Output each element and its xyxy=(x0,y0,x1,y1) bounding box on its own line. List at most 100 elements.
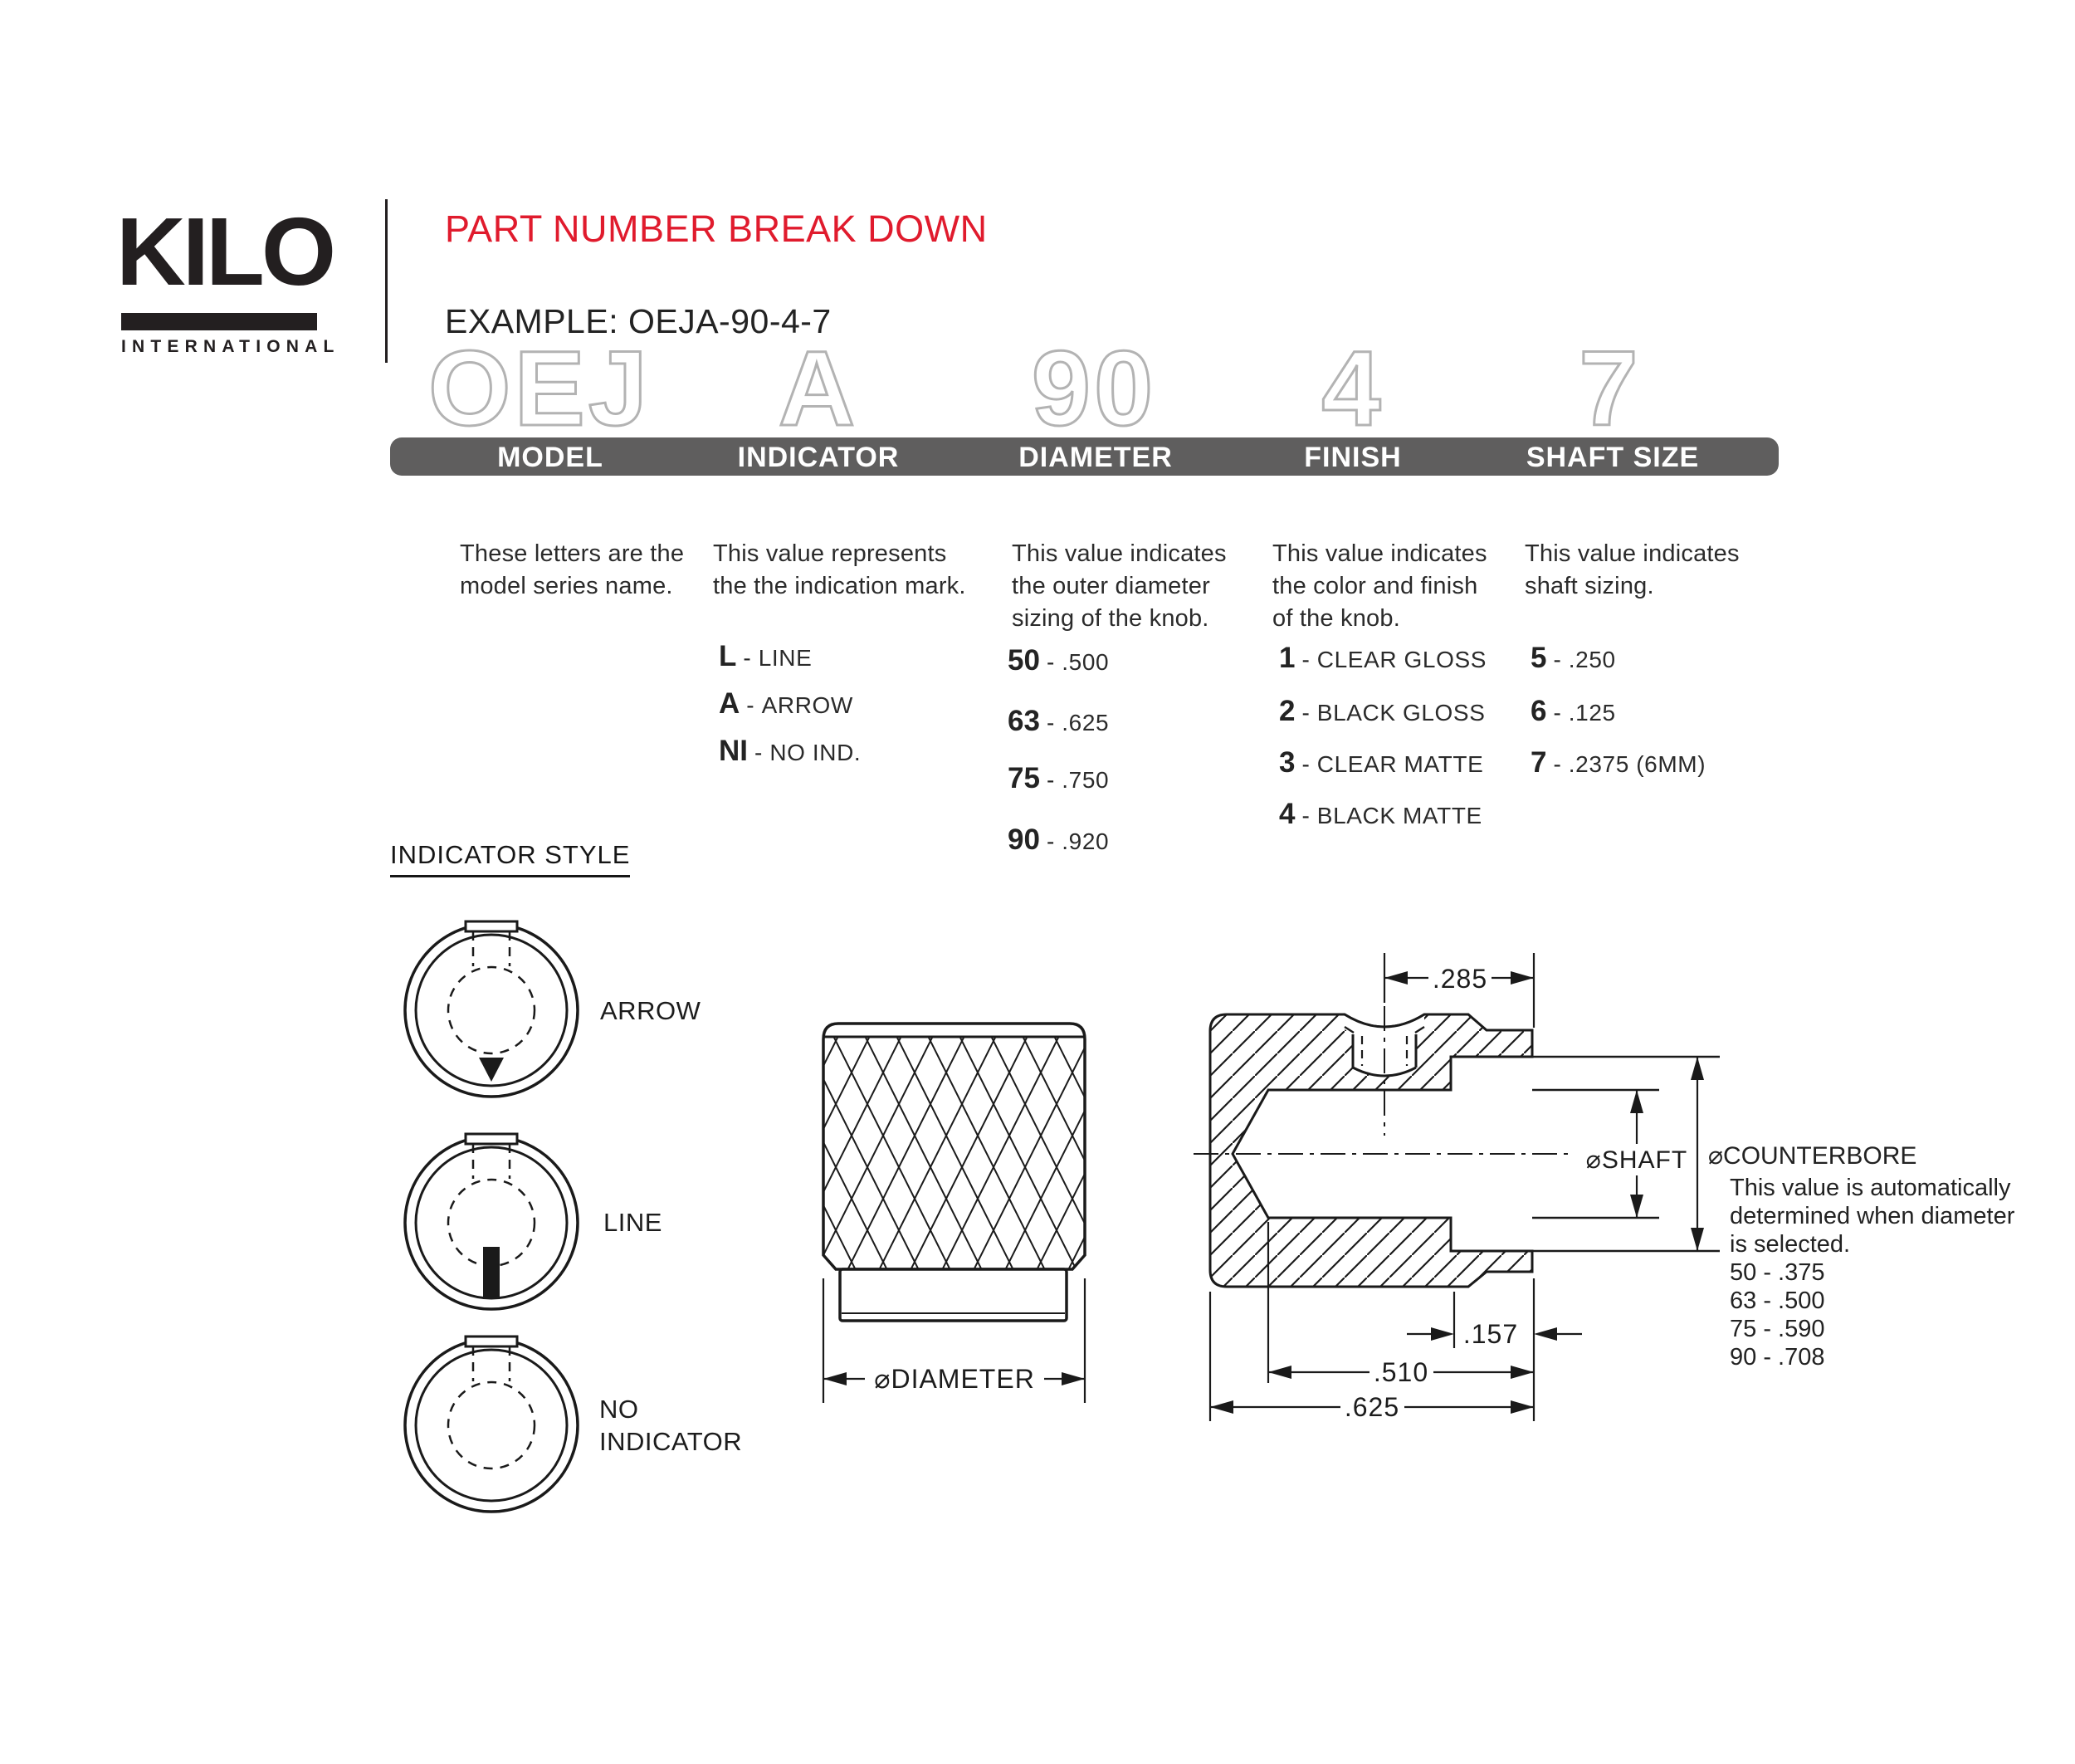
code-segment-model: OEJ xyxy=(428,330,651,448)
value-separator: - xyxy=(1553,700,1561,726)
logo-subtitle: INTERNATIONAL xyxy=(121,337,340,356)
shaft-dimension-label: ⌀SHAFT xyxy=(1586,1146,1687,1174)
dim-510: .510 xyxy=(1267,1222,1534,1387)
dim-arrowhead xyxy=(823,1372,847,1385)
value-separator: - xyxy=(1301,751,1310,777)
diameter-value-row: 63- .625 xyxy=(1008,705,1109,738)
knob-front-view-drawing: ⌀DIAMETER xyxy=(822,1022,1086,1403)
knob-drawing-no-indicator xyxy=(403,1335,579,1513)
code-segment-diameter: 90 xyxy=(1032,330,1156,448)
value-separator: - xyxy=(1301,803,1310,828)
value-separator: - xyxy=(1553,647,1561,672)
desc-line: This value represents xyxy=(713,540,947,567)
shaft-value-row: 6- .125 xyxy=(1531,695,1616,728)
diameter-value-row: 90- .920 xyxy=(1008,823,1109,857)
value-separator: - xyxy=(1046,649,1055,675)
kilo-logo: KILO xyxy=(116,198,336,305)
projection-lines xyxy=(1532,1055,1720,1253)
model-description: These letters are the model series name. xyxy=(460,538,684,603)
knob-skirt xyxy=(838,1268,1068,1322)
value-label: .2375 (6MM) xyxy=(1568,751,1706,777)
knob-style-label-no-indicator: NO INDICATOR xyxy=(599,1395,743,1456)
code-segment-shaft: 7 xyxy=(1579,330,1641,448)
shaft-value-row: 7- .2375 (6MM) xyxy=(1531,746,1706,779)
value-label: .500 xyxy=(1062,649,1110,675)
dim-285: .285 xyxy=(1383,953,1536,1028)
indicator-value-row: NI - NO IND. xyxy=(719,735,861,768)
value-key: 63 xyxy=(1008,705,1040,737)
value-key: NI xyxy=(719,735,748,767)
arrow-indicator-mark xyxy=(479,1058,504,1082)
desc-line: model series name. xyxy=(460,573,673,599)
column-label-finish: FINISH xyxy=(1304,442,1402,473)
value-label: ARROW xyxy=(761,692,853,718)
dim-510-label: .510 xyxy=(1374,1357,1428,1387)
dim-625: .625 xyxy=(1208,1292,1534,1422)
dim-counterbore xyxy=(1691,1057,1704,1251)
value-separator: - xyxy=(743,645,751,671)
finish-value-row: 1- CLEAR GLOSS xyxy=(1279,642,1487,675)
knob-style-label-arrow: ARROW xyxy=(600,996,701,1025)
counterbore-note-line: This value is automatically xyxy=(1730,1175,2011,1201)
counterbore-label: ⌀COUNTERBORE xyxy=(1708,1142,1917,1170)
knob-drawing-line xyxy=(403,1132,579,1311)
dim-285-label: .285 xyxy=(1433,964,1487,994)
diameter-value-row: 75- .750 xyxy=(1008,762,1109,795)
value-label: NO IND. xyxy=(769,740,862,765)
value-key: 1 xyxy=(1279,642,1296,674)
value-label: .250 xyxy=(1568,647,1616,672)
value-separator: - xyxy=(1301,700,1310,726)
counterbore-note: ⌀COUNTERBORE This value is automatically… xyxy=(1708,1142,2014,1371)
knurl-texture xyxy=(823,1037,1085,1269)
column-header-band xyxy=(390,437,1779,476)
value-label: BLACK MATTE xyxy=(1316,803,1482,828)
value-key: L xyxy=(719,640,737,672)
dim-157: .157 xyxy=(1407,1278,1582,1421)
shaft-value-row: 5- .250 xyxy=(1531,642,1616,675)
value-separator: - xyxy=(1046,828,1055,854)
value-key: 6 xyxy=(1531,695,1547,727)
knob-drawing-arrow xyxy=(403,920,579,1098)
value-separator: - xyxy=(746,692,754,718)
value-label: LINE xyxy=(758,645,813,671)
header-divider xyxy=(385,199,388,363)
knob-section-view-drawing: .285 ⌀SHAFT .157 xyxy=(1194,953,1720,1422)
counterbore-note-line: is selected. xyxy=(1730,1231,1851,1258)
desc-line: sizing of the knob. xyxy=(1012,605,1209,632)
center-lines xyxy=(1194,1006,1569,1155)
counterbore-value: 90 - .708 xyxy=(1730,1344,1825,1371)
logo-underline-bar xyxy=(121,313,317,330)
value-key: A xyxy=(719,687,740,720)
diameter-dimension-label: ⌀DIAMETER xyxy=(874,1364,1035,1394)
desc-line: the color and finish xyxy=(1272,573,1478,599)
diameter-value-row: 50- .500 xyxy=(1008,644,1109,677)
desc-line: This value indicates xyxy=(1012,540,1227,567)
finish-value-row: 2- BLACK GLOSS xyxy=(1279,695,1485,728)
counterbore-value: 50 - .375 xyxy=(1730,1259,1825,1286)
value-separator: - xyxy=(1046,710,1055,735)
dim-625-label: .625 xyxy=(1345,1392,1399,1422)
desc-line: This value indicates xyxy=(1272,540,1487,567)
value-key: 3 xyxy=(1279,746,1296,779)
value-separator: - xyxy=(1046,767,1055,793)
page-title: PART NUMBER BREAK DOWN xyxy=(445,208,988,250)
indicator-description: This value represents the the indication… xyxy=(713,538,966,603)
indicator-style-heading: INDICATOR STYLE xyxy=(390,840,631,877)
knob-style-label-line: LINE xyxy=(603,1208,662,1237)
desc-line: the the indication mark. xyxy=(713,573,966,599)
counterbore-note-line: determined when diameter xyxy=(1730,1203,2015,1229)
value-key: 7 xyxy=(1531,746,1547,779)
value-key: 5 xyxy=(1531,642,1547,674)
value-key: 90 xyxy=(1008,823,1040,856)
column-label-shaft-size: SHAFT SIZE xyxy=(1526,442,1700,473)
counterbore-value: 63 - .500 xyxy=(1730,1288,1825,1314)
finish-value-row: 3- CLEAR MATTE xyxy=(1279,746,1483,779)
desc-line: shaft sizing. xyxy=(1525,573,1654,599)
shaft-description: This value indicates shaft sizing. xyxy=(1525,538,1740,603)
indicator-value-row: L - LINE xyxy=(719,640,812,673)
value-label: CLEAR GLOSS xyxy=(1316,647,1487,672)
value-key: 75 xyxy=(1008,762,1040,794)
desc-line: the outer diameter xyxy=(1012,573,1210,599)
value-label: .750 xyxy=(1062,767,1110,793)
